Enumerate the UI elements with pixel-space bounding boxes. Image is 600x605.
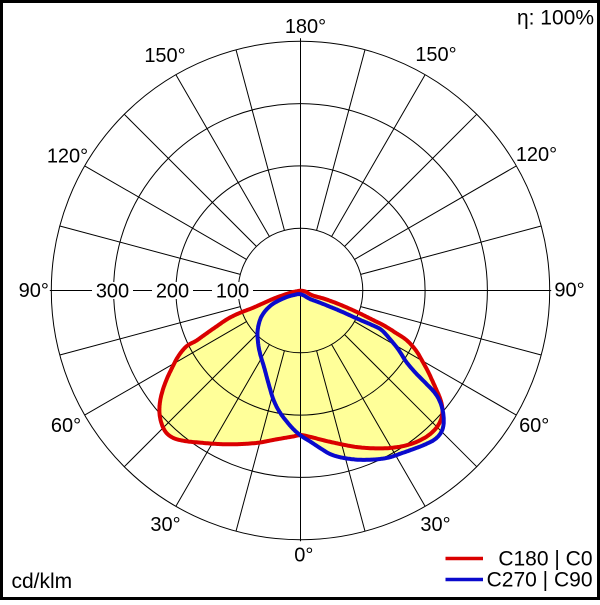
- svg-text:150°: 150°: [144, 45, 185, 67]
- svg-text:100: 100: [216, 280, 249, 302]
- svg-text:150°: 150°: [415, 44, 456, 66]
- svg-text:30°: 30°: [150, 514, 180, 536]
- svg-text:60°: 60°: [51, 415, 81, 437]
- svg-text:120°: 120°: [516, 144, 557, 166]
- svg-text:60°: 60°: [519, 415, 549, 437]
- svg-text:η: 100%: η: 100%: [517, 7, 594, 30]
- svg-text:90°: 90°: [554, 279, 584, 301]
- svg-text:120°: 120°: [47, 145, 88, 167]
- svg-text:200: 200: [156, 280, 189, 302]
- svg-text:C180 | C0: C180 | C0: [498, 548, 592, 571]
- svg-text:180°: 180°: [285, 16, 326, 38]
- svg-text:30°: 30°: [420, 514, 450, 536]
- svg-text:90°: 90°: [19, 280, 49, 302]
- svg-text:0°: 0°: [294, 544, 313, 566]
- svg-text:300: 300: [96, 280, 129, 302]
- svg-text:C270 | C90: C270 | C90: [487, 569, 593, 592]
- svg-text:cd/klm: cd/klm: [12, 570, 73, 593]
